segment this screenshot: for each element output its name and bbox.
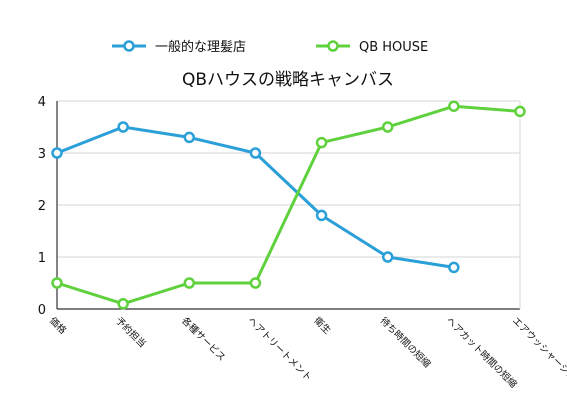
data-point	[514, 105, 526, 118]
axes	[56, 101, 521, 310]
series-line-1	[55, 104, 522, 306]
data-point	[117, 121, 129, 133]
x-tick-label: 各種サービス	[179, 315, 228, 364]
y-tick-label: 3	[38, 147, 46, 162]
data-point	[315, 136, 328, 149]
data-point	[249, 147, 262, 159]
x-tick-label: 待ち時間の短縮	[378, 315, 434, 371]
data-point	[448, 261, 460, 274]
legend-label-qb-house: QB HOUSE	[359, 40, 428, 55]
data-point	[117, 298, 129, 310]
legend-label-general-barber: 一般的な理髪店	[155, 39, 246, 55]
y-tick-label: 0	[38, 303, 46, 318]
data-point	[249, 277, 262, 289]
data-point	[51, 277, 63, 289]
x-tick-label: 価格	[47, 315, 69, 337]
x-tick-label: 予約担当	[113, 315, 148, 350]
legend-item-general-barber: 一般的な理髪店	[112, 39, 246, 55]
y-tick-label: 1	[38, 251, 46, 266]
data-point	[183, 131, 196, 144]
legend: 一般的な理髪店 QB HOUSE	[112, 39, 428, 55]
x-tick-label: ヘアカット時間の短縮	[444, 315, 520, 391]
x-tick-label: ヘアトリートメント	[245, 315, 313, 383]
legend-marker-qb-house	[327, 40, 339, 52]
data-point	[448, 100, 460, 112]
data-point	[381, 121, 394, 133]
gridlines	[57, 100, 520, 258]
data-point	[183, 277, 196, 289]
chart-title: QBハウスの戦略キャンバス	[182, 70, 394, 90]
data-point	[381, 251, 394, 263]
x-tick-label: エアウッシャーシステム	[510, 315, 567, 396]
legend-marker-general-barber	[123, 40, 135, 52]
x-tick-label: 衛生	[311, 315, 333, 337]
data-point	[315, 209, 328, 222]
series-group	[51, 100, 526, 310]
y-axis-ticks: 0 1 2 3 4	[38, 95, 46, 318]
y-tick-label: 4	[38, 95, 46, 110]
y-tick-label: 2	[38, 199, 46, 214]
data-point	[51, 147, 63, 159]
legend-item-qb-house: QB HOUSE	[316, 40, 428, 55]
